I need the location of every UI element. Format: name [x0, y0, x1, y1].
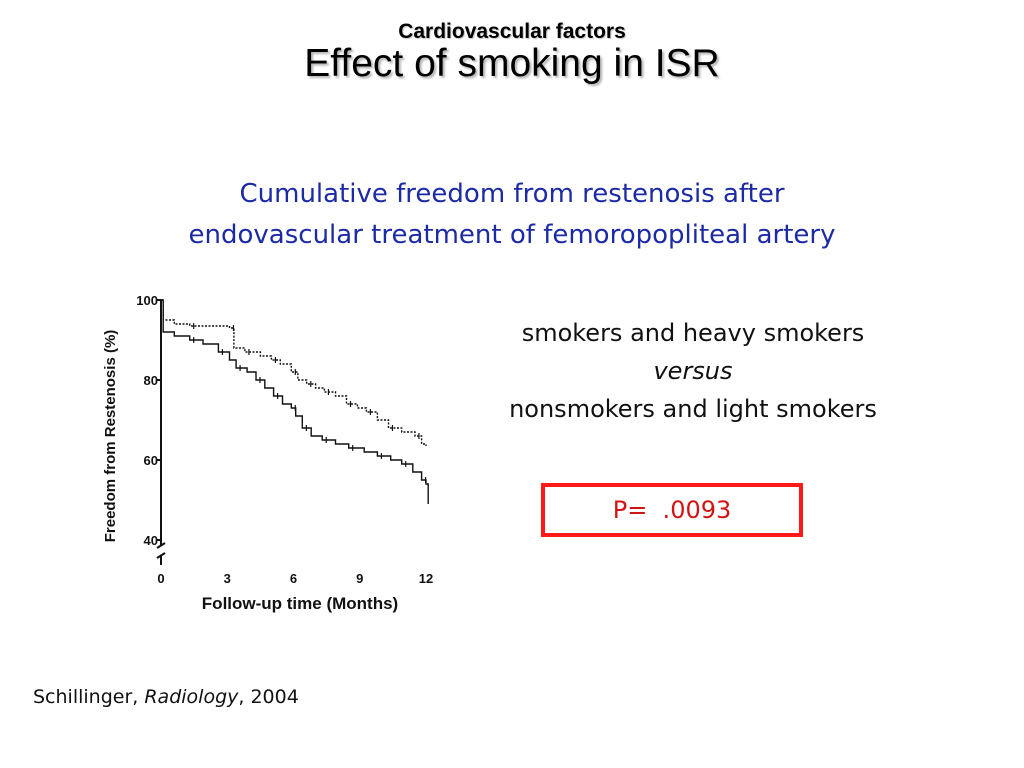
- x-tick-label: 3: [224, 571, 231, 586]
- x-axis-label: Follow-up time (Months): [202, 594, 398, 613]
- citation-author: Schillinger,: [33, 686, 139, 708]
- axis-break-mark: [156, 552, 166, 559]
- x-tick-label: 0: [157, 571, 164, 586]
- km-curve-solid: [161, 299, 429, 504]
- x-tick-label: 9: [356, 571, 363, 586]
- chart-curves: [161, 299, 429, 504]
- y-tick-label: 100: [136, 293, 158, 308]
- p-value: P= .0093: [612, 496, 732, 524]
- chart-heading: Cumulative freedom from restenosis after…: [90, 174, 934, 256]
- y-tick-label: 60: [144, 453, 158, 468]
- comparison-group-1: smokers and heavy smokers: [521, 319, 865, 347]
- citation-year: , 2004: [238, 686, 299, 708]
- y-tick-label: 40: [144, 533, 158, 548]
- slide-subtitle: Cardiovascular factors: [398, 20, 626, 43]
- chart-axes: 40 60 80 100 0 3 6 9 12: [136, 293, 433, 586]
- comparison-versus: versus: [653, 357, 733, 385]
- chart-heading-line-1: Cumulative freedom from restenosis after: [239, 179, 785, 209]
- y-tick-label: 80: [144, 373, 158, 388]
- axis-break-mark: [156, 542, 166, 549]
- x-tick-label: 12: [419, 571, 433, 586]
- slide-title: Effect of smoking in ISR: [304, 42, 720, 85]
- p-value-box: P= .0093: [541, 483, 803, 537]
- citation-journal: Radiology: [144, 686, 239, 708]
- chart-heading-line-2: endovascular treatment of femoropoplitea…: [188, 220, 836, 250]
- x-tick-label: 6: [290, 571, 297, 586]
- y-axis-label: Freedom from Restenosis (%): [102, 330, 119, 543]
- comparison-group-2: nonsmokers and light smokers: [509, 395, 877, 423]
- group-comparison: smokers and heavy smokers versus nonsmok…: [460, 314, 926, 428]
- km-curve-dashed: [161, 299, 427, 446]
- citation: Schillinger, Radiology, 2004: [33, 686, 299, 708]
